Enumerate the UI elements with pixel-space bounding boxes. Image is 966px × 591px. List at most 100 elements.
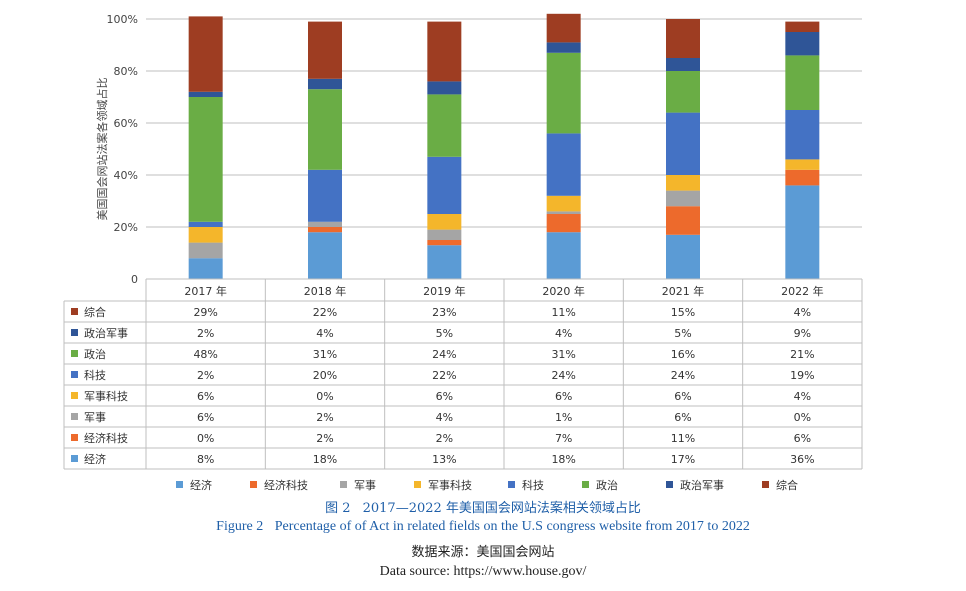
figure-title-cn: 2017—2022 年美国国会网站法案相关领域占比	[362, 501, 641, 516]
legend-key	[176, 481, 183, 488]
bar-segment	[427, 240, 462, 246]
figure-label-cn: 图 2	[325, 501, 351, 516]
bar-segment	[427, 229, 462, 240]
bar-segment	[785, 55, 820, 110]
table-value: 6%	[794, 432, 811, 445]
table-value: 22%	[313, 306, 337, 319]
table-value: 11%	[551, 306, 575, 319]
table-value: 6%	[674, 411, 691, 424]
bar-segment	[427, 214, 462, 230]
legend-label: 政治	[596, 478, 618, 492]
y-tick-label: 60%	[114, 117, 138, 130]
bar-segment	[427, 156, 462, 214]
table-legend-key	[71, 413, 78, 420]
table-value: 0%	[197, 432, 214, 445]
table-value: 6%	[436, 390, 453, 403]
bar-segment	[785, 185, 820, 279]
table-value: 7%	[555, 432, 572, 445]
legend-label: 军事	[354, 479, 376, 492]
table-value: 2%	[436, 432, 453, 445]
data-source-cn: 数据来源：美国国会网站	[411, 545, 555, 560]
table-value: 6%	[674, 390, 691, 403]
table-series-label: 军事	[84, 411, 106, 424]
legend-key	[250, 481, 257, 488]
legend-key	[582, 481, 589, 488]
legend-key	[508, 481, 515, 488]
table-value: 2%	[197, 327, 214, 340]
legend-label: 综合	[776, 478, 798, 492]
y-tick-label: 20%	[114, 221, 138, 234]
bar-segment	[188, 97, 223, 222]
bar-segment	[666, 206, 700, 235]
table-value: 23%	[432, 306, 456, 319]
figure-title-en: Percentage of of Act in related fields o…	[274, 519, 750, 534]
bar-segment	[666, 175, 700, 191]
bar-segment	[188, 242, 223, 259]
bar-segment	[546, 13, 581, 43]
bar-segment	[666, 58, 700, 71]
bar-segment	[785, 159, 820, 170]
table-value: 4%	[436, 411, 453, 424]
bar-segment	[427, 81, 462, 95]
table-value: 4%	[555, 327, 572, 340]
table-value: 48%	[193, 348, 217, 361]
table-value: 5%	[674, 327, 691, 340]
table-value: 24%	[432, 348, 456, 361]
table-value: 31%	[313, 348, 337, 361]
bar-segment	[666, 234, 700, 279]
table-value: 0%	[794, 411, 811, 424]
bar-segment	[188, 91, 223, 97]
legend-label: 军事科技	[428, 478, 472, 492]
bar-segment	[188, 258, 223, 279]
bar-segment	[785, 21, 820, 32]
table-series-label: 军事科技	[84, 389, 128, 403]
legend-label: 科技	[522, 478, 544, 492]
table-value: 2%	[197, 369, 214, 382]
bar-segment	[546, 133, 581, 196]
bar-segment	[785, 32, 820, 56]
legend-label: 经济科技	[264, 478, 308, 492]
table-value: 18%	[551, 453, 575, 466]
y-tick-label: 40%	[114, 169, 138, 182]
x-category-label: 2019 年	[423, 284, 466, 298]
legend-label: 政治军事	[680, 478, 724, 492]
data-source-en: Data source: https://www.house.gov/	[379, 564, 587, 579]
table-legend-key	[71, 392, 78, 399]
table-series-label: 经济	[84, 452, 106, 466]
table-value: 8%	[197, 453, 214, 466]
table-legend-key	[71, 371, 78, 378]
y-tick-label: 80%	[114, 65, 138, 78]
bar-segment	[308, 78, 342, 90]
bar-segment	[785, 169, 820, 186]
bar-segment	[308, 89, 342, 170]
table-legend-key	[71, 308, 78, 315]
table-value: 18%	[313, 453, 337, 466]
table-value: 4%	[316, 327, 333, 340]
bar-segment	[308, 21, 342, 79]
figure-caption-en: Figure 2 Percentage of of Act in related…	[0, 519, 966, 535]
bar-segment	[308, 169, 342, 222]
table-value: 15%	[671, 306, 695, 319]
table-value: 9%	[794, 327, 811, 340]
y-tick-label: 0	[131, 273, 138, 286]
table-value: 24%	[671, 369, 695, 382]
table-legend-key	[71, 434, 78, 441]
x-category-label: 2021 年	[662, 284, 705, 298]
table-value: 16%	[671, 348, 695, 361]
table-value: 2%	[316, 411, 333, 424]
table-value: 1%	[555, 411, 572, 424]
table-value: 29%	[193, 306, 217, 319]
bar-segment	[785, 110, 820, 160]
bar-segment	[427, 245, 462, 279]
figure-caption-cn: 图 2 2017—2022 年美国国会网站法案相关领域占比	[0, 497, 966, 516]
bar-segment	[666, 190, 700, 207]
bar-segment	[666, 19, 700, 58]
x-category-label: 2017 年	[184, 284, 227, 298]
legend-key	[340, 481, 347, 488]
table-series-label: 经济科技	[84, 431, 128, 445]
bar-segment	[308, 221, 342, 227]
stacked-bar-chart: 0 20% 40% 60% 80% 100% 美国国会网站法案各领域占比 2017 年 2018…	[63, 13, 863, 492]
table-value: 24%	[551, 369, 575, 382]
table-series-label: 政治	[84, 347, 106, 361]
table-value: 6%	[555, 390, 572, 403]
